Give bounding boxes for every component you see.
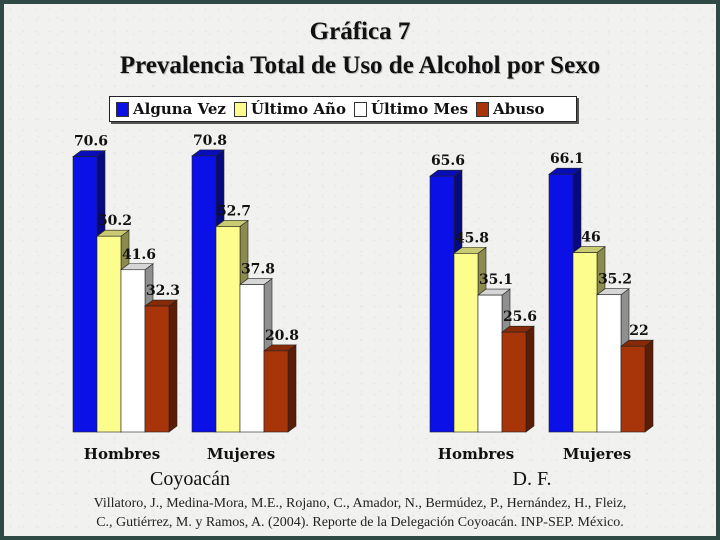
- bar: [144, 305, 170, 433]
- category-label: Hombres: [84, 445, 160, 463]
- legend-label: Último Mes: [370, 100, 469, 118]
- bar: [596, 294, 622, 433]
- bar: [620, 345, 646, 433]
- data-label: 52.7: [217, 203, 251, 219]
- data-label: 35.2: [598, 272, 632, 288]
- bar: [96, 235, 122, 433]
- data-label: 41.6: [122, 247, 156, 263]
- data-label: 35.1: [479, 272, 513, 288]
- citation: Villatoro, J., Medina-Mora, M.E., Rojano…: [20, 494, 700, 532]
- bar: [120, 269, 146, 433]
- group-label: D. F.: [513, 468, 552, 490]
- legend-item-abuso: Abuso: [476, 100, 545, 118]
- legend-swatch: [353, 101, 367, 117]
- bar-side: [644, 339, 654, 433]
- legend-swatch: [233, 101, 247, 117]
- bar: [239, 284, 265, 433]
- data-label: 46: [581, 230, 600, 246]
- bar-side: [287, 344, 297, 433]
- data-label: 45.8: [455, 230, 489, 246]
- data-label: 66.1: [550, 151, 584, 167]
- bar: [501, 331, 527, 433]
- legend-item-ultimo-mes: Último Mes: [353, 100, 469, 118]
- legend-item-alguna-vez: Alguna Vez: [116, 100, 226, 118]
- bar: [263, 350, 289, 433]
- bar: [215, 226, 241, 433]
- legend-swatch: [116, 101, 129, 117]
- bar-side: [525, 325, 535, 433]
- bar: [191, 155, 217, 433]
- data-label: 22: [629, 323, 648, 339]
- legend-label: Abuso: [493, 100, 545, 118]
- bar: [429, 175, 455, 433]
- legend-label: Último Año: [250, 100, 346, 118]
- bar-side: [168, 299, 178, 433]
- data-label: 20.8: [265, 328, 299, 344]
- category-label: Mujeres: [563, 445, 631, 463]
- bar: [453, 253, 479, 433]
- chart-subtitle: Prevalencia Total de Uso de Alcohol por …: [119, 52, 601, 79]
- data-label: 70.8: [193, 133, 227, 149]
- data-label: 32.3: [146, 283, 180, 299]
- citation-line: C., Gutiérrez, M. y Ramos, A. (2004). Re…: [96, 515, 624, 530]
- bar: [548, 173, 574, 433]
- data-label: 37.8: [241, 262, 275, 278]
- legend-label: Alguna Vez: [133, 100, 226, 118]
- chart-legend: Alguna Vez Último Año Último Mes Abuso: [109, 96, 577, 122]
- category-label: Hombres: [438, 445, 514, 463]
- data-label: 50.2: [98, 213, 132, 229]
- chart-title: Gráfica 7: [309, 18, 411, 45]
- group-label: Coyoacán: [150, 468, 230, 490]
- bar: [572, 252, 598, 433]
- legend-swatch: [476, 101, 490, 117]
- data-label: 25.6: [503, 309, 537, 325]
- legend-item-ultimo-ano: Último Año: [233, 100, 346, 118]
- category-label: Mujeres: [207, 445, 275, 463]
- data-label: 70.6: [74, 134, 108, 150]
- bar: [477, 294, 503, 433]
- data-label: 65.6: [431, 153, 465, 169]
- bar: [72, 156, 98, 433]
- citation-line: Villatoro, J., Medina-Mora, M.E., Rojano…: [93, 496, 627, 511]
